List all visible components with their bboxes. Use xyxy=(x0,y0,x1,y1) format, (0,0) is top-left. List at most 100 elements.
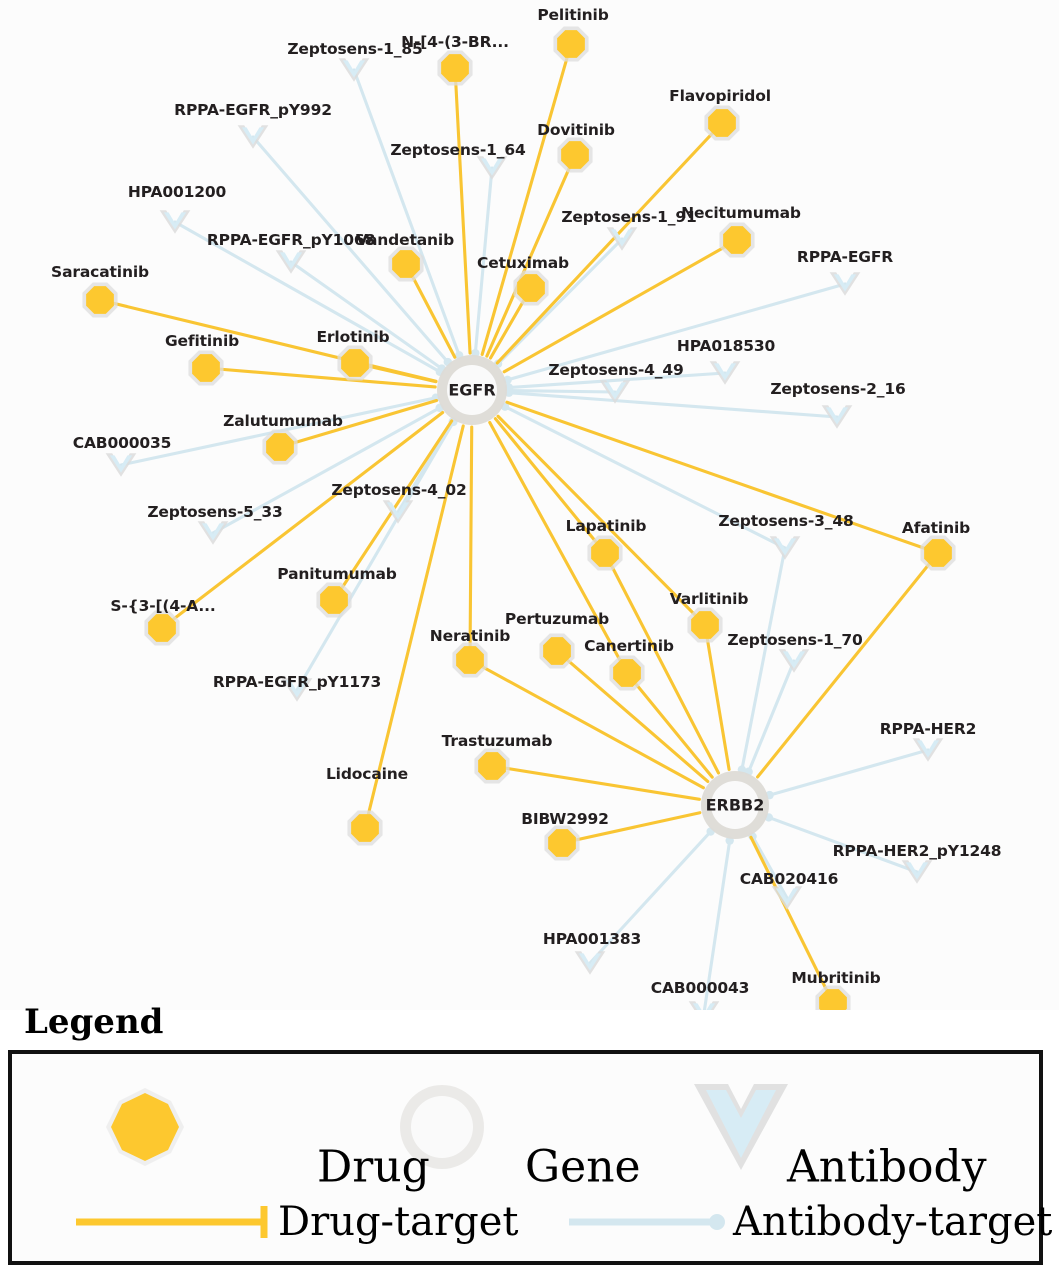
edges-layer xyxy=(98,42,940,1010)
legend-panel: Legend xyxy=(0,1002,1059,1280)
edge-antibody-target xyxy=(506,282,847,382)
network-graph-svg xyxy=(82,26,956,1010)
edge-drug-target xyxy=(278,398,439,449)
legend-label-antibody-target: Antibody-target xyxy=(733,1199,1053,1245)
antibody-node xyxy=(599,380,631,404)
edge-antibody-target xyxy=(507,371,727,390)
drug-node xyxy=(704,105,740,141)
edge-drug-target xyxy=(204,366,437,389)
edge-drug-target xyxy=(749,835,835,1005)
antibody-node xyxy=(778,649,810,673)
antibody-node xyxy=(769,536,801,560)
legend-drug-icon xyxy=(106,1088,184,1166)
legend-graphics xyxy=(76,1084,788,1238)
antibody-node xyxy=(197,521,229,545)
edge-drug-target xyxy=(468,425,474,662)
antibody-node xyxy=(574,951,606,975)
edge-antibody-target xyxy=(588,829,713,965)
edge-antibody-target xyxy=(767,815,919,874)
nodes-layer xyxy=(82,26,956,1010)
drug-node xyxy=(609,655,645,691)
legend-antibody-icon xyxy=(694,1084,788,1170)
legend-gene-icon xyxy=(400,1085,484,1169)
edge-antibody-target xyxy=(507,388,617,394)
antibody-node xyxy=(382,500,414,524)
antibody-node xyxy=(821,405,853,429)
legend-box: Drug Gene Antibody Drug-target Antibody-… xyxy=(8,1050,1052,1265)
legend-label-gene: Gene xyxy=(525,1141,641,1193)
antibody-node xyxy=(901,860,933,884)
antibody-node xyxy=(709,361,741,385)
drug-node xyxy=(82,282,118,318)
edge-drug-target xyxy=(493,417,607,555)
edge-drug-target xyxy=(496,414,707,627)
antibody-node xyxy=(281,678,313,702)
edge-antibody-target xyxy=(496,237,624,366)
edge-antibody-target xyxy=(251,135,450,364)
edge-drug-target xyxy=(505,400,940,555)
edge-drug-target xyxy=(495,121,724,365)
drug-node xyxy=(388,246,424,282)
drug-node xyxy=(144,610,180,646)
antibody-node xyxy=(606,227,638,251)
legend-label-drug: Drug xyxy=(317,1141,430,1193)
edge-drug-target xyxy=(625,671,714,779)
edge-antibody-target xyxy=(751,834,789,900)
edge-drug-target xyxy=(363,424,465,830)
edge-drug-target xyxy=(703,623,731,772)
edge-antibody-target xyxy=(473,166,494,355)
drug-node xyxy=(719,222,755,258)
drug-node xyxy=(437,50,473,86)
network-canvas: Zeptosens-1_85 RPPA-EGFR_pY992 Zeptosens-1… xyxy=(51,6,1002,1010)
edge-antibody-target xyxy=(747,659,796,774)
drug-node xyxy=(337,345,373,381)
edge-antibody-target xyxy=(507,391,839,419)
edge-drug-target xyxy=(603,551,721,775)
edge-drug-target xyxy=(756,551,940,779)
drug-node xyxy=(920,535,956,571)
antibody-node xyxy=(338,58,370,82)
drug-node xyxy=(262,429,298,465)
edge-drug-target xyxy=(468,658,705,790)
antibody-node xyxy=(159,210,191,234)
legend-label-antibody: Antibody xyxy=(787,1141,987,1193)
gene-node xyxy=(701,771,769,839)
edge-antibody-target xyxy=(503,405,787,550)
gene-node-label: EGFR xyxy=(448,380,496,400)
drug-node xyxy=(587,535,623,571)
edge-antibody-target xyxy=(352,68,461,357)
antibody-node xyxy=(829,272,861,296)
edge-drug-target xyxy=(480,42,573,356)
drug-node xyxy=(474,748,510,784)
drug-node xyxy=(815,985,851,1010)
edge-antibody-target xyxy=(702,839,732,1010)
legend-label-drug-target: Drug-target xyxy=(278,1199,519,1245)
antibody-node xyxy=(912,738,944,762)
legend-antibody-target-line xyxy=(569,1214,725,1230)
drug-node xyxy=(452,642,488,678)
edge-antibody-target xyxy=(289,260,444,371)
drug-node xyxy=(513,270,549,306)
drug-node xyxy=(347,810,383,846)
edge-antibody-target xyxy=(173,220,442,374)
edge-drug-target xyxy=(453,66,472,355)
edge-drug-target xyxy=(490,764,702,801)
edge-drug-target xyxy=(160,410,445,630)
drug-node xyxy=(687,607,723,643)
antibody-node xyxy=(476,156,508,180)
edge-antibody-target xyxy=(768,748,930,797)
drug-node xyxy=(316,582,352,618)
antibody-node xyxy=(688,1001,720,1010)
edge-drug-target xyxy=(485,153,577,358)
gene-node-label: ERBB2 xyxy=(705,795,765,815)
legend-title: Legend xyxy=(24,1002,164,1042)
drug-node xyxy=(553,26,589,62)
antibody-node xyxy=(771,886,803,910)
drug-node xyxy=(557,137,593,173)
edge-drug-target xyxy=(502,238,739,374)
edge-drug-target xyxy=(488,420,629,675)
edge-drug-target xyxy=(555,649,710,783)
antibody-node xyxy=(105,453,137,477)
edge-antibody-target xyxy=(295,420,455,692)
edge-antibody-target xyxy=(211,406,442,535)
